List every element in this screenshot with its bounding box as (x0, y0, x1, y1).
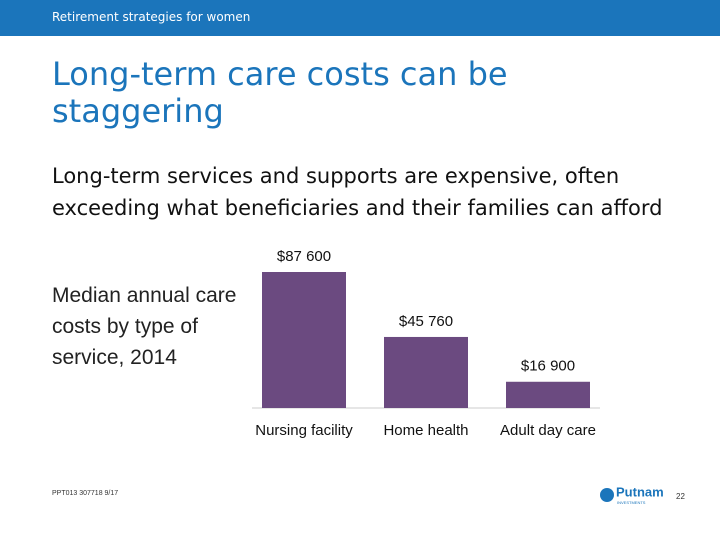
x-tick-label: Home health (383, 422, 468, 439)
value-label: $45 760 (399, 313, 453, 330)
bar (506, 381, 590, 408)
bar (384, 336, 468, 408)
section-label: Retirement strategies for women (52, 10, 251, 24)
value-label: $16 900 (521, 358, 575, 375)
value-label: $87 600 (277, 248, 331, 265)
logo-sub: INVESTMENTS (617, 500, 646, 505)
chart-title: Median annual care costs by type of serv… (52, 284, 237, 369)
header-band (0, 0, 720, 36)
slide-title: Long-term care costs can be staggering (52, 55, 508, 130)
bar (262, 272, 346, 408)
logo: Putnam (616, 484, 664, 499)
page-number: 22 (676, 492, 685, 501)
footer-code: PPT013 307718 9/17 (52, 490, 118, 497)
logo-icon (600, 488, 614, 502)
body-text: Long-term services and supports are expe… (52, 164, 663, 220)
x-tick-label: Nursing facility (255, 422, 353, 439)
x-tick-label: Adult day care (500, 422, 596, 439)
